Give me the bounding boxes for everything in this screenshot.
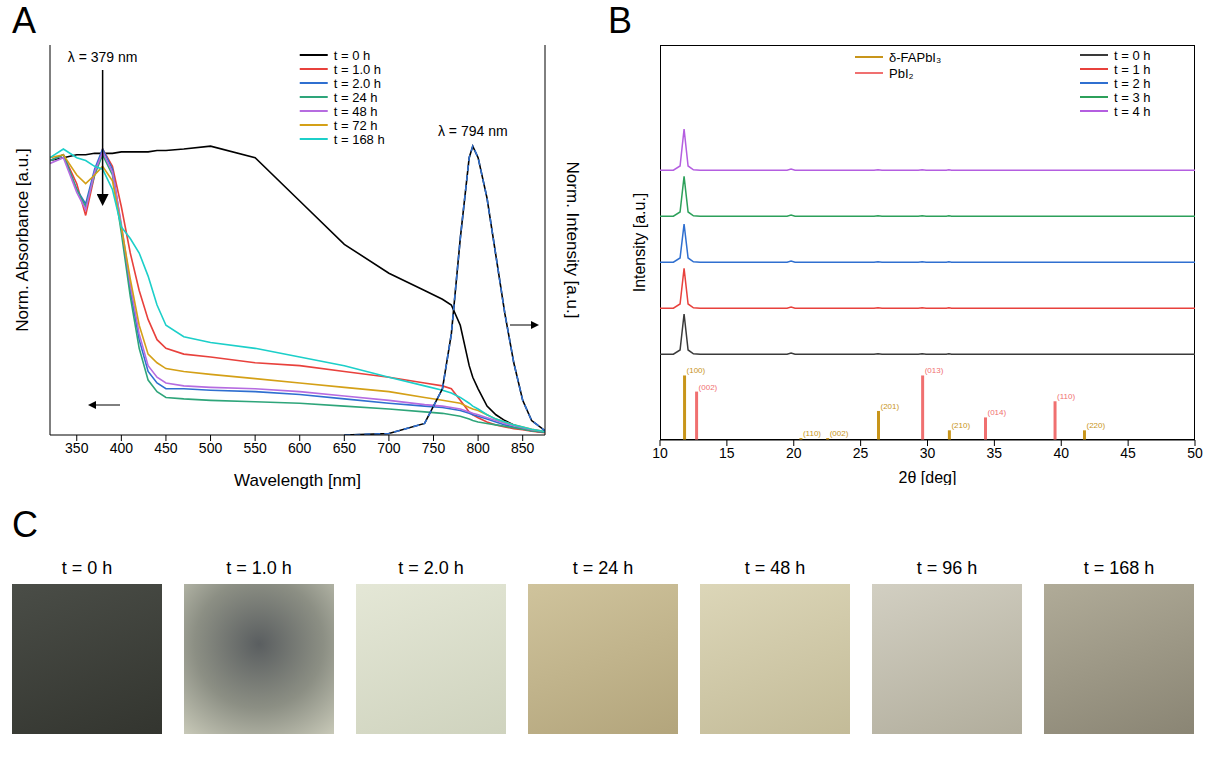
svg-text:15: 15 [719,445,735,461]
html-text:t = 1.0 h: t = 1.0 h [226,558,292,578]
svg-text:t = 72 h: t = 72 h [334,118,378,133]
svg-text:500: 500 [199,440,223,456]
svg-text:Norm. Absorbance [a.u.]: Norm. Absorbance [a.u.] [13,148,32,331]
svg-text:700: 700 [377,440,401,456]
svg-text:t = 24 h: t = 24 h [334,90,378,105]
svg-text:(002): (002) [699,383,718,392]
svg-text:20: 20 [786,445,802,461]
svg-text:(014): (014) [987,408,1006,417]
svg-text:50: 50 [1187,445,1203,461]
svg-text:Intensity [a.u.]: Intensity [a.u.] [631,193,648,293]
svg-text:t = 48 h: t = 48 h [334,104,378,119]
svg-text:450: 450 [154,440,178,456]
html-text:t = 0 h: t = 0 h [61,558,113,578]
svg-text:Wavelength [nm]: Wavelength [nm] [234,471,361,490]
svg-text:(201): (201) [880,402,899,411]
svg-text:850: 850 [511,440,535,456]
svg-text:550: 550 [243,440,267,456]
svg-text:t = 1.0 h: t = 1.0 h [334,62,381,77]
html-text:t = 48 h: t = 48 h [744,558,806,578]
html-text:C: C [12,504,38,545]
html-text:t = 24 h: t = 24 h [572,558,634,578]
svg-text:t = 2 h: t = 2 h [1114,76,1151,91]
svg-text:(210): (210) [951,421,970,430]
html-text:t = 96 h: t = 96 h [916,558,978,578]
svg-text:10: 10 [652,445,668,461]
svg-text:600: 600 [288,440,312,456]
svg-text:650: 650 [333,440,357,456]
svg-text:30: 30 [920,445,936,461]
svg-text:δ-FAPbI₃: δ-FAPbI₃ [889,50,941,65]
svg-text:t = 4 h: t = 4 h [1114,104,1151,119]
svg-text:(013): (013) [925,366,944,375]
html-text:t = 168 h: t = 168 h [1083,558,1155,578]
svg-text:λ = 794 nm: λ = 794 nm [438,123,508,139]
svg-text:45: 45 [1120,445,1136,461]
html-text:t = 2.0 h: t = 2.0 h [398,558,464,578]
svg-text:350: 350 [65,440,89,456]
svg-text:(002): (002) [830,429,849,438]
svg-text:2θ [deg]: 2θ [deg] [899,469,957,485]
svg-text:PbI₂: PbI₂ [889,66,914,81]
svg-text:t = 0 h: t = 0 h [334,48,371,63]
svg-text:400: 400 [110,440,134,456]
svg-text:t = 0 h: t = 0 h [1114,48,1151,63]
svg-text:40: 40 [1053,445,1069,461]
svg-text:(100): (100) [687,366,706,375]
svg-text:t = 3 h: t = 3 h [1114,90,1151,105]
svg-text:750: 750 [422,440,446,456]
svg-text:(110): (110) [1057,392,1075,401]
svg-text:λ = 379 nm: λ = 379 nm [68,49,138,65]
svg-text:25: 25 [853,445,869,461]
svg-text:t = 1 h: t = 1 h [1114,62,1151,77]
svg-text:t = 2.0 h: t = 2.0 h [334,76,381,91]
html-text:A: A [12,0,36,41]
svg-text:(220): (220) [1086,421,1105,430]
svg-text:35: 35 [987,445,1003,461]
html-text:B: B [608,0,632,41]
svg-text:Norm. Intensity [a.u.]: Norm. Intensity [a.u.] [563,162,582,319]
svg-text:t = 168 h: t = 168 h [334,132,385,147]
svg-text:(110): (110) [803,429,821,438]
svg-text:800: 800 [466,440,490,456]
